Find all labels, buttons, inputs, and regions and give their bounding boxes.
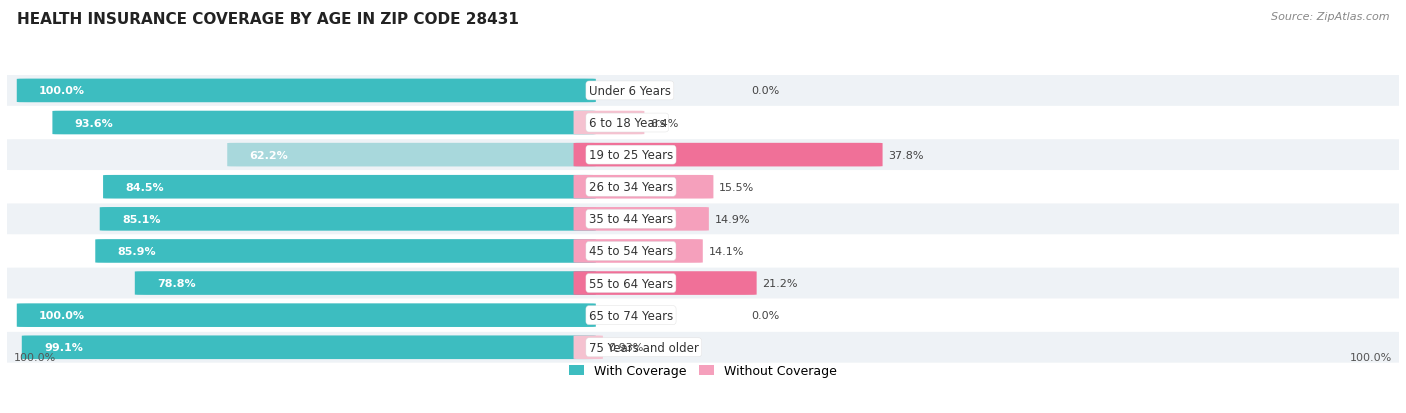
Text: 85.9%: 85.9% <box>118 246 156 256</box>
FancyBboxPatch shape <box>228 143 596 167</box>
FancyBboxPatch shape <box>103 176 596 199</box>
FancyBboxPatch shape <box>0 172 1406 203</box>
FancyBboxPatch shape <box>52 112 596 135</box>
Text: 26 to 34 Years: 26 to 34 Years <box>589 181 673 194</box>
Text: 99.1%: 99.1% <box>44 342 83 352</box>
FancyBboxPatch shape <box>0 300 1406 331</box>
Text: HEALTH INSURANCE COVERAGE BY AGE IN ZIP CODE 28431: HEALTH INSURANCE COVERAGE BY AGE IN ZIP … <box>17 12 519 27</box>
FancyBboxPatch shape <box>96 240 596 263</box>
FancyBboxPatch shape <box>574 112 644 135</box>
Text: 6.4%: 6.4% <box>650 118 678 128</box>
Text: 78.8%: 78.8% <box>157 278 195 288</box>
FancyBboxPatch shape <box>574 176 713 199</box>
Text: 6 to 18 Years: 6 to 18 Years <box>589 117 665 130</box>
Text: 100.0%: 100.0% <box>39 86 84 96</box>
FancyBboxPatch shape <box>574 272 756 295</box>
Text: 21.2%: 21.2% <box>762 278 797 288</box>
Text: 100.0%: 100.0% <box>39 311 84 320</box>
Text: 62.2%: 62.2% <box>249 150 288 160</box>
FancyBboxPatch shape <box>0 332 1406 363</box>
Text: Under 6 Years: Under 6 Years <box>589 85 671 98</box>
Text: 85.1%: 85.1% <box>122 214 160 224</box>
Text: 19 to 25 Years: 19 to 25 Years <box>589 149 673 162</box>
FancyBboxPatch shape <box>574 207 709 231</box>
Text: 93.6%: 93.6% <box>75 118 114 128</box>
Text: 84.5%: 84.5% <box>125 182 165 192</box>
Text: 35 to 44 Years: 35 to 44 Years <box>589 213 673 226</box>
FancyBboxPatch shape <box>574 143 883 167</box>
Text: 37.8%: 37.8% <box>889 150 924 160</box>
Text: 100.0%: 100.0% <box>1350 353 1392 363</box>
Text: 14.9%: 14.9% <box>714 214 749 224</box>
Legend: With Coverage, Without Coverage: With Coverage, Without Coverage <box>564 359 842 382</box>
FancyBboxPatch shape <box>100 207 596 231</box>
FancyBboxPatch shape <box>0 76 1406 107</box>
Text: 0.0%: 0.0% <box>752 86 780 96</box>
FancyBboxPatch shape <box>0 236 1406 267</box>
FancyBboxPatch shape <box>21 336 596 359</box>
Text: 14.1%: 14.1% <box>709 246 744 256</box>
Text: 45 to 54 Years: 45 to 54 Years <box>589 245 673 258</box>
Text: 0.93%: 0.93% <box>609 342 644 352</box>
Text: 55 to 64 Years: 55 to 64 Years <box>589 277 673 290</box>
Text: 15.5%: 15.5% <box>718 182 754 192</box>
FancyBboxPatch shape <box>0 204 1406 235</box>
FancyBboxPatch shape <box>574 240 703 263</box>
FancyBboxPatch shape <box>135 272 596 295</box>
FancyBboxPatch shape <box>0 140 1406 171</box>
FancyBboxPatch shape <box>17 79 596 103</box>
Text: 100.0%: 100.0% <box>14 353 56 363</box>
Text: Source: ZipAtlas.com: Source: ZipAtlas.com <box>1271 12 1389 22</box>
FancyBboxPatch shape <box>17 304 596 327</box>
Text: 0.0%: 0.0% <box>752 311 780 320</box>
FancyBboxPatch shape <box>574 336 603 359</box>
FancyBboxPatch shape <box>0 108 1406 139</box>
FancyBboxPatch shape <box>0 268 1406 299</box>
Text: 75 Years and older: 75 Years and older <box>589 341 699 354</box>
Text: 65 to 74 Years: 65 to 74 Years <box>589 309 673 322</box>
